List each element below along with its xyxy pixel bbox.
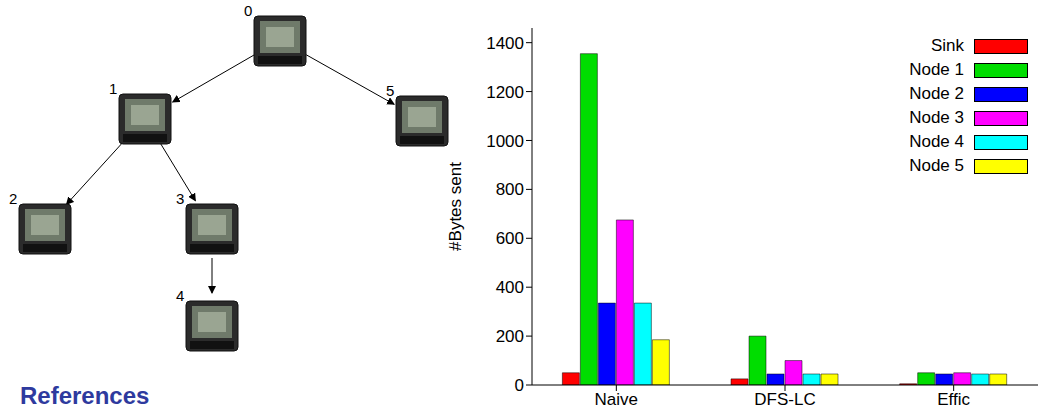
svg-text:Naive: Naive — [595, 390, 638, 409]
svg-text:1: 1 — [109, 80, 117, 97]
svg-text:1200: 1200 — [486, 83, 524, 102]
svg-text:5: 5 — [386, 82, 394, 99]
svg-text:0: 0 — [244, 2, 252, 19]
svg-text:1400: 1400 — [486, 34, 524, 53]
html-text:Node 5: Node 5 — [909, 156, 964, 175]
html-text:Node 3: Node 3 — [909, 108, 964, 127]
svg-text:0: 0 — [515, 376, 524, 395]
svg-text:4: 4 — [176, 287, 184, 304]
svg-text:Effic: Effic — [937, 390, 970, 409]
svg-text:800: 800 — [496, 180, 524, 199]
svg-text:#Bytes sent: #Bytes sent — [446, 162, 465, 251]
html-text:References: References — [20, 382, 150, 409]
html-text:Node 4: Node 4 — [909, 132, 964, 151]
svg-text:400: 400 — [496, 278, 524, 297]
svg-text:2: 2 — [9, 190, 17, 207]
svg-text:3: 3 — [176, 190, 184, 207]
html-text:Sink: Sink — [930, 36, 964, 55]
svg-text:600: 600 — [496, 229, 524, 248]
html-text:Node 2: Node 2 — [909, 84, 964, 103]
svg-text:DFS-LC: DFS-LC — [754, 390, 815, 409]
svg-text:1000: 1000 — [486, 132, 524, 151]
svg-text:200: 200 — [496, 327, 524, 346]
html-text:Node 1: Node 1 — [909, 60, 964, 79]
